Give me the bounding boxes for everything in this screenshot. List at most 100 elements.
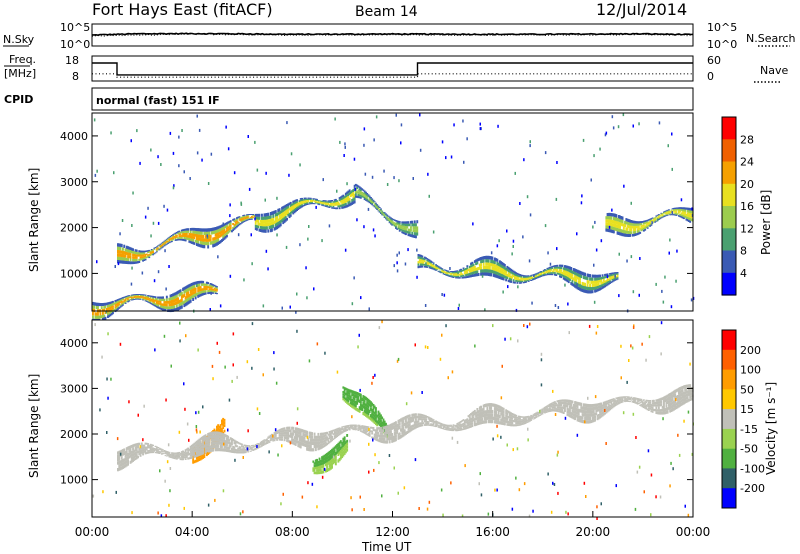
- heatmap-cell: [612, 272, 615, 274]
- heatmap-cell: [359, 196, 362, 199]
- heatmap-cell: [241, 222, 243, 224]
- heatmap-cell: [508, 267, 511, 271]
- heatmap-cell: [501, 265, 504, 268]
- heatmap-cell: [253, 215, 256, 217]
- heatmap-cell: [162, 241, 164, 243]
- heatmap-cell: [377, 207, 380, 209]
- heatmap-cell: [207, 449, 210, 453]
- heatmap-cell: [338, 448, 341, 452]
- heatmap-cell: [223, 445, 226, 449]
- heatmap-cell: [390, 436, 392, 440]
- heatmap-cell: [435, 426, 437, 428]
- heatmap-cell: [446, 426, 449, 428]
- heatmap-cell: [605, 225, 608, 229]
- heatmap-cell: [187, 447, 190, 450]
- heatmap-cell: [333, 201, 336, 203]
- heatmap-cell: [148, 445, 151, 447]
- heatmap-cell: [199, 241, 202, 245]
- heatmap-cell: [254, 227, 257, 231]
- heatmap-cell: [180, 229, 183, 232]
- heatmap-cell: [383, 426, 386, 430]
- heatmap-cell: [559, 275, 561, 278]
- heatmap-cell: [212, 227, 215, 231]
- heatmap-cell: [524, 280, 526, 282]
- heatmap-cell: [311, 201, 313, 202]
- heatmap-cell: [440, 267, 442, 269]
- heatmap-cell: [348, 189, 351, 193]
- heatmap-cell: [263, 229, 266, 233]
- heatmap-cell: [411, 220, 414, 224]
- heatmap-cell: [177, 232, 179, 235]
- heatmap-cell: [100, 303, 103, 306]
- heatmap-cell: [547, 267, 550, 269]
- heatmap-cell: [293, 436, 296, 440]
- heatmap-cell: [242, 450, 245, 452]
- heatmap-cell: [428, 259, 431, 262]
- heatmap-cell: [203, 290, 206, 293]
- heatmap-cell: [619, 222, 621, 226]
- heatmap-cell: [142, 294, 144, 296]
- heatmap-cell: [421, 420, 424, 423]
- heatmap-cell: [341, 448, 344, 452]
- heatmap-cell: [521, 279, 524, 281]
- heatmap-cell: [155, 446, 158, 448]
- scatter-speckle: [630, 255, 633, 259]
- heatmap-cell: [415, 418, 417, 421]
- heatmap-cell: [619, 232, 621, 236]
- heatmap-cell: [431, 266, 434, 268]
- heatmap-cell: [440, 271, 442, 273]
- heatmap-cell: [344, 444, 347, 448]
- heatmap-cell: [284, 216, 287, 219]
- heatmap-cell: [443, 428, 446, 430]
- heatmap-cell: [188, 293, 191, 298]
- heatmap-cell: [120, 449, 123, 453]
- heatmap-cell: [341, 428, 344, 430]
- heatmap-cell: [274, 210, 277, 214]
- heatmap-cell: [282, 206, 285, 210]
- heatmap-cell: [125, 257, 128, 261]
- heatmap-cell: [522, 276, 525, 278]
- heatmap-cell: [167, 306, 169, 310]
- colorbar-tick-label: 16: [740, 200, 754, 213]
- heatmap-cell: [319, 462, 322, 466]
- scatter-speckle: [608, 225, 611, 229]
- heatmap-cell: [143, 259, 146, 261]
- heatmap-cell: [123, 300, 126, 303]
- heatmap-cell: [405, 422, 407, 426]
- heatmap-cell: [308, 203, 311, 205]
- nsky-series-line: [92, 32, 694, 37]
- heatmap-cell: [219, 240, 222, 244]
- heatmap-cell: [482, 259, 485, 263]
- heatmap-cell: [97, 306, 99, 310]
- heatmap-cell: [103, 305, 106, 309]
- heatmap-cell: [274, 220, 277, 224]
- heatmap-cell: [279, 436, 282, 439]
- heatmap-cell: [198, 289, 201, 292]
- heatmap-cell: [447, 272, 450, 274]
- heatmap-cell: [304, 197, 307, 199]
- heatmap-cell: [455, 270, 457, 272]
- heatmap-cell: [157, 249, 159, 251]
- scatter-speckle: [360, 296, 362, 300]
- heatmap-cell: [500, 264, 503, 268]
- heatmap-cell: [218, 228, 221, 232]
- heatmap-cell: [200, 283, 203, 286]
- heatmap-cell: [366, 195, 369, 198]
- heatmap-cell: [200, 442, 203, 446]
- heatmap-cell: [212, 431, 215, 435]
- heatmap-cell: [276, 219, 278, 223]
- heatmap-cell: [348, 427, 351, 429]
- scatter-speckle: [157, 270, 160, 274]
- heatmap-cell: [182, 453, 184, 456]
- heatmap-cell: [689, 215, 692, 218]
- heatmap-cell: [458, 269, 461, 271]
- scatter-speckle: [296, 292, 298, 296]
- heatmap-cell: [219, 438, 222, 442]
- heatmap-cell: [301, 204, 303, 206]
- heatmap-cell: [130, 456, 133, 460]
- heatmap-cell: [302, 429, 305, 433]
- heatmap-cell: [607, 282, 610, 285]
- heatmap-cell: [463, 276, 466, 279]
- heatmap-cell: [366, 414, 369, 418]
